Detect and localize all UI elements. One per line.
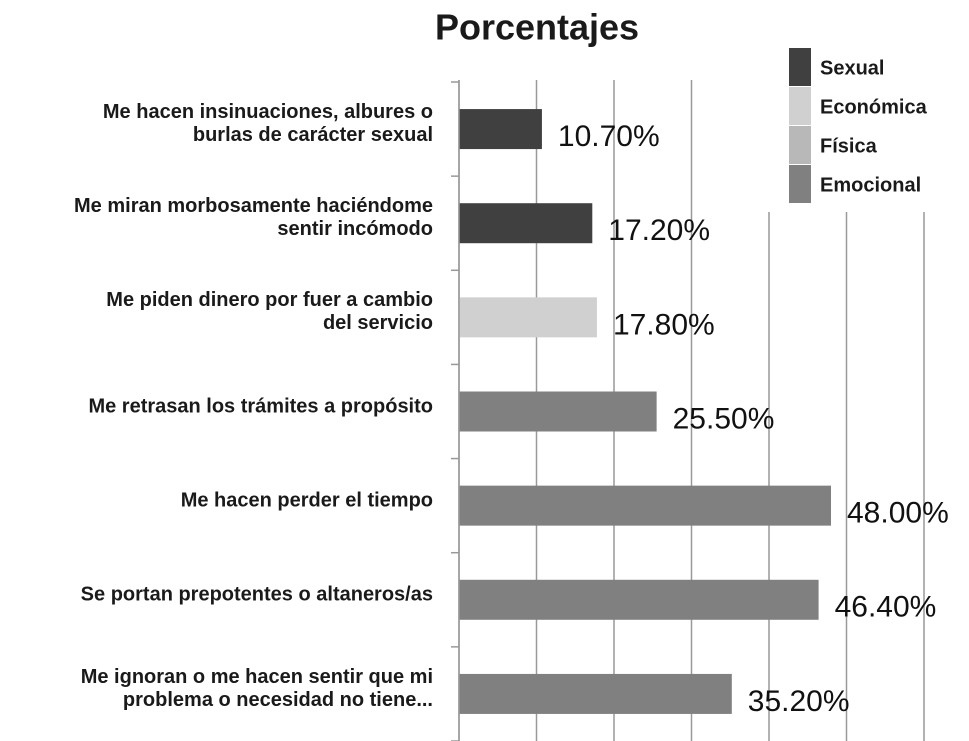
bar xyxy=(459,673,732,714)
value-label: 17.80% xyxy=(613,308,715,341)
bar xyxy=(459,203,593,244)
category-label: Me retrasan los trámites a propósito xyxy=(88,395,433,417)
bar xyxy=(459,391,657,432)
legend-label: Emocional xyxy=(820,174,921,196)
value-label: 35.20% xyxy=(748,685,850,718)
legend-swatch xyxy=(789,48,811,86)
category-label: Me hacen perder el tiempo xyxy=(180,489,433,512)
bar xyxy=(459,109,542,150)
value-label: 10.70% xyxy=(558,120,660,153)
value-label: 25.50% xyxy=(673,402,775,435)
value-label: 48.00% xyxy=(847,497,949,530)
legend-swatch xyxy=(789,165,811,203)
bar xyxy=(459,579,819,620)
bar xyxy=(459,485,831,526)
legend-label: Física xyxy=(820,135,878,157)
legend-swatch xyxy=(789,87,811,125)
category-label: Me hacen insinuaciones, albures o burlas… xyxy=(102,101,433,147)
legend-swatch xyxy=(789,126,811,164)
legend-label: Económica xyxy=(820,96,928,118)
chart-title: Porcentajes xyxy=(435,7,639,48)
category-label: Me ignoran o me hacen sentir que mi prob… xyxy=(80,665,433,711)
value-label: 46.40% xyxy=(835,591,937,624)
category-label: Se portan prepotentes o altaneros/as xyxy=(80,583,433,606)
value-label: 17.20% xyxy=(608,214,710,247)
category-label: Me miran morbosamente haciéndome sentir … xyxy=(74,195,433,241)
legend-label: Sexual xyxy=(820,57,884,79)
category-label: Me piden dinero por fuer a cambio del se… xyxy=(106,289,433,335)
bar xyxy=(459,297,597,338)
